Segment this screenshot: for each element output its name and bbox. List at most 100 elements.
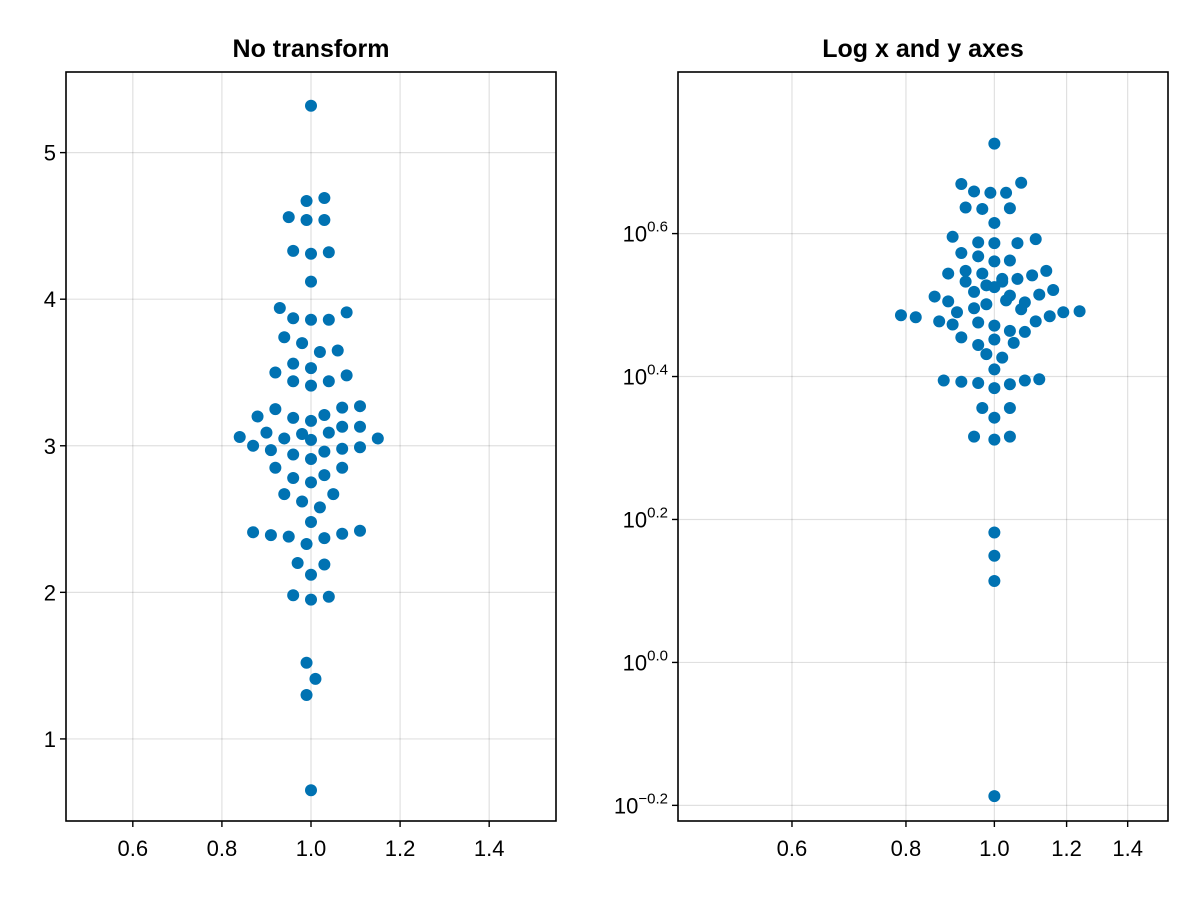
data-point [988, 237, 1001, 250]
data-point [988, 137, 1001, 150]
x-tick-label: 1.0 [296, 836, 327, 861]
data-point [305, 593, 317, 606]
data-point [968, 430, 981, 443]
data-point [988, 281, 1001, 294]
data-point [287, 589, 300, 602]
data-point [980, 348, 993, 361]
data-point [1015, 176, 1028, 189]
data-point [972, 377, 985, 390]
data-point [278, 488, 291, 501]
data-point [354, 524, 366, 537]
data-point [909, 311, 922, 324]
data-point [1026, 269, 1039, 282]
data-point [305, 247, 317, 260]
data-point [988, 790, 1001, 803]
data-point [946, 230, 959, 243]
data-point [287, 244, 300, 257]
data-point [269, 461, 282, 474]
data-point [955, 246, 968, 259]
data-point [1018, 374, 1031, 387]
y-tick-exponent: 0.6 [647, 219, 668, 236]
data-point [340, 369, 353, 382]
data-point [269, 366, 282, 379]
data-point [300, 537, 313, 550]
y-tick-label: 100.6 [623, 219, 668, 247]
data-point [371, 432, 384, 445]
data-point [980, 298, 993, 311]
data-point [305, 515, 317, 528]
data-point [1007, 336, 1020, 349]
data-point [233, 430, 246, 443]
data-point [1011, 272, 1024, 285]
data-point [305, 362, 317, 375]
x-tick-label: 0.6 [118, 836, 149, 861]
data-point [287, 448, 300, 461]
data-point [305, 414, 317, 427]
data-point [942, 295, 955, 308]
data-point [972, 339, 985, 352]
data-point [1073, 305, 1086, 318]
y-tick-label: 3 [44, 434, 56, 459]
data-point [955, 331, 968, 344]
data-point [278, 432, 291, 445]
data-point [273, 301, 286, 314]
data-point [1047, 283, 1060, 296]
data-point [894, 309, 907, 322]
data-point [976, 267, 989, 280]
chart-title: No transform [233, 35, 390, 63]
data-point [336, 461, 349, 474]
x-axis-ticks: 0.6 0.8 1.0 1.2 1.4 [118, 821, 504, 861]
data-point [1018, 325, 1031, 338]
data-point [305, 476, 317, 489]
data-point [336, 420, 349, 433]
data-point [313, 345, 326, 358]
y-tick-label: 1 [44, 727, 56, 752]
data-point [959, 264, 972, 277]
data-point [972, 316, 985, 329]
chart-title: Log x and y axes [822, 35, 1023, 63]
data-point [988, 433, 1001, 446]
data-point [309, 672, 322, 685]
x-tick-label: 0.8 [891, 836, 922, 861]
data-point [247, 439, 260, 452]
data-point [968, 185, 981, 198]
data-point [1057, 306, 1070, 319]
data-points [894, 137, 1086, 803]
data-point [959, 275, 972, 288]
data-point [972, 250, 985, 263]
data-point [336, 442, 349, 455]
data-point [988, 363, 1001, 376]
data-point [988, 319, 1001, 332]
y-tick-exponent: 0.0 [647, 647, 668, 664]
y-tick-label: 10−0.2 [614, 790, 668, 818]
data-point [305, 433, 317, 446]
data-point [322, 375, 335, 388]
data-point [305, 313, 317, 326]
data-point [988, 549, 1001, 562]
data-point [1029, 315, 1042, 328]
data-point [968, 302, 981, 315]
data-point [955, 178, 968, 191]
data-point [959, 201, 972, 214]
data-point [322, 590, 335, 603]
data-point [269, 403, 282, 416]
data-point [287, 411, 300, 424]
data-point [988, 216, 1001, 229]
data-point [287, 472, 300, 485]
data-point [1003, 202, 1016, 215]
data-point [996, 351, 1009, 364]
data-point [305, 568, 317, 581]
data-point [305, 275, 317, 288]
data-point [354, 441, 366, 454]
data-point [260, 426, 273, 439]
data-point [322, 246, 335, 259]
data-point [1033, 373, 1046, 386]
data-point [264, 444, 277, 457]
data-point [928, 290, 941, 303]
y-tick-base: 10 [623, 365, 647, 390]
y-tick-label: 2 [44, 580, 56, 605]
data-point [1011, 237, 1024, 250]
data-point [988, 526, 1001, 539]
